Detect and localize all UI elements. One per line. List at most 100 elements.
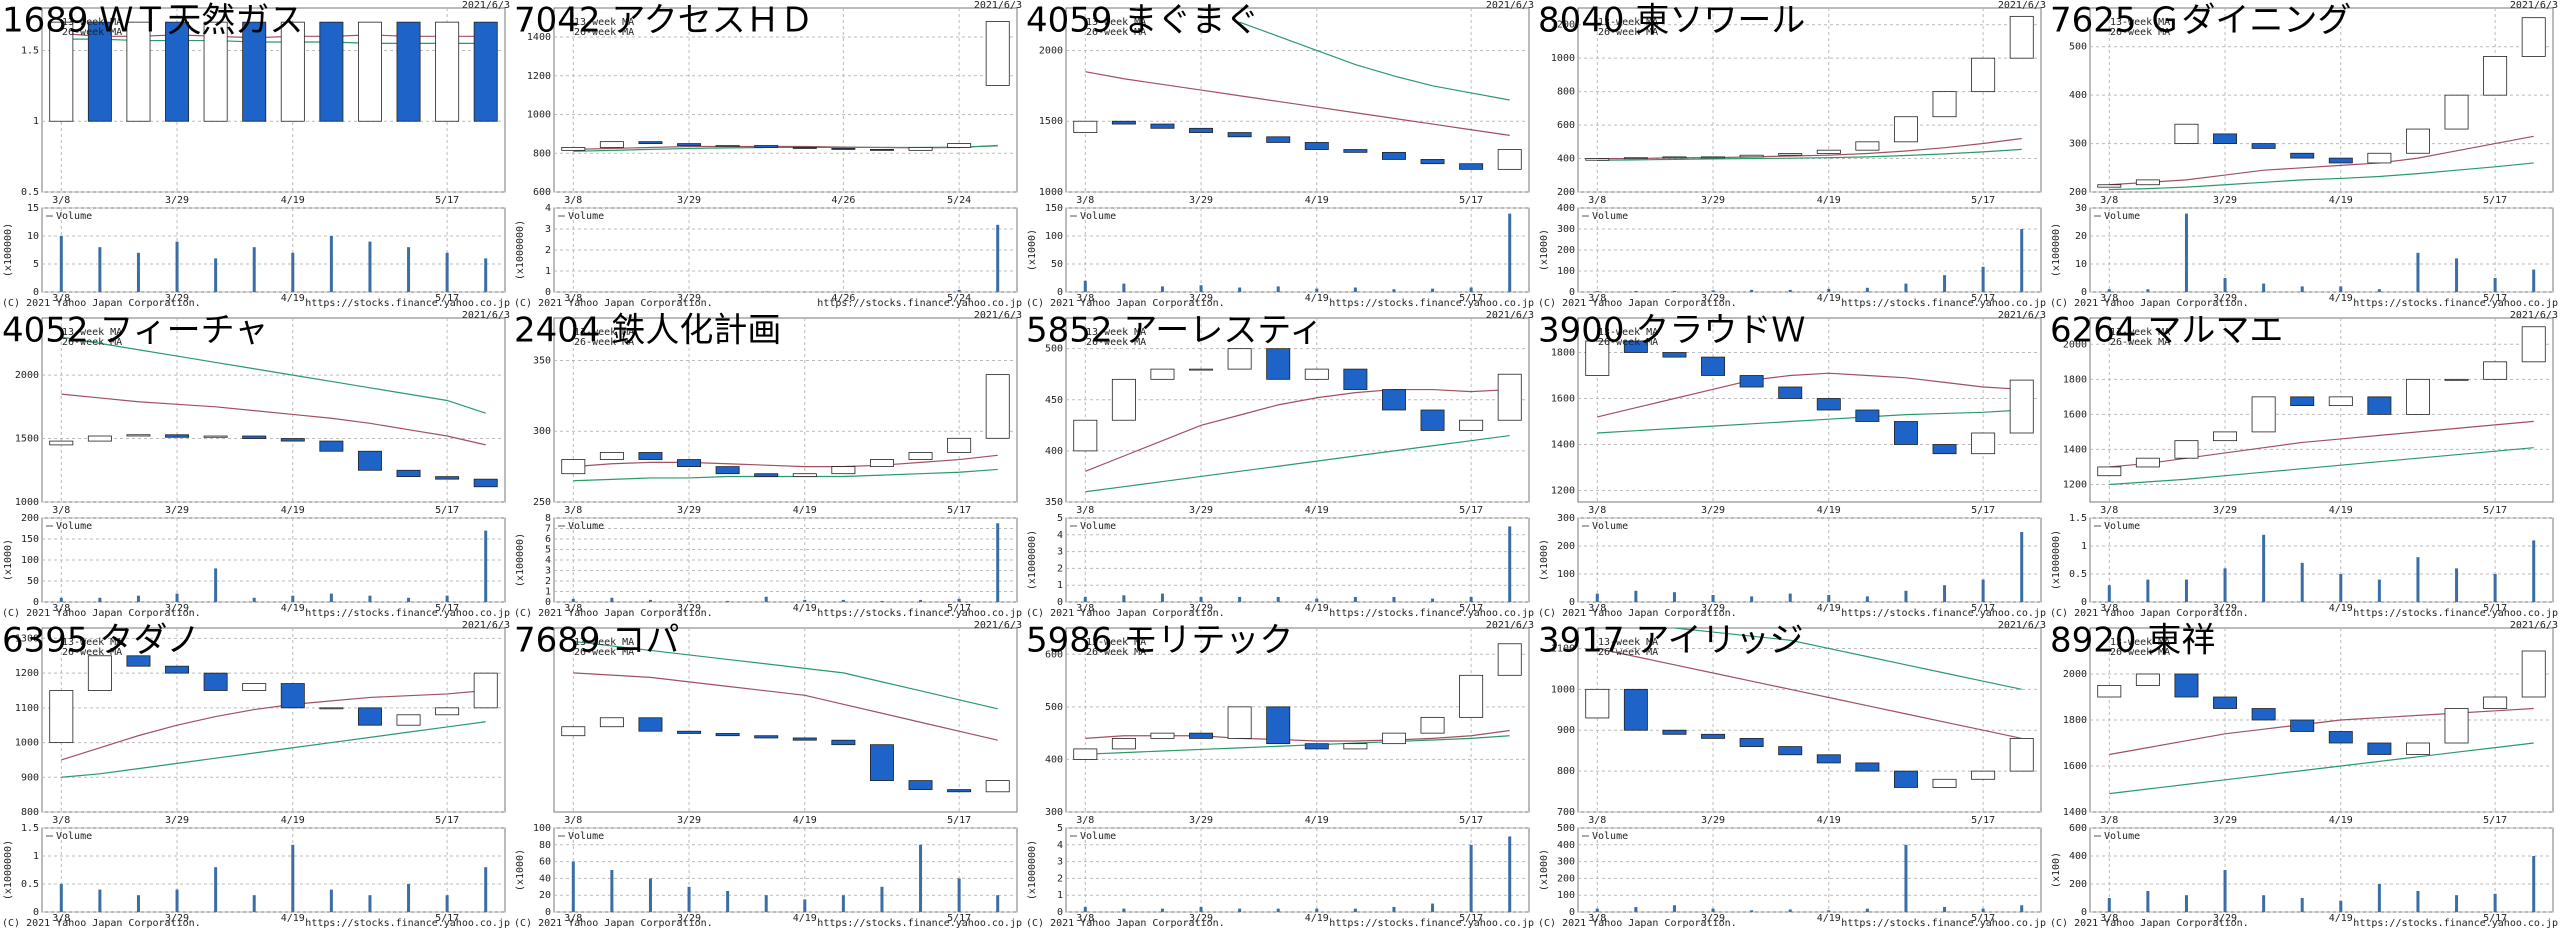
candle bbox=[473, 478, 498, 488]
x-tick-label: 5/17 bbox=[435, 505, 459, 516]
volume-bar bbox=[2107, 898, 2111, 912]
volume-bar bbox=[1199, 596, 1203, 602]
volume-tick-label: 100 bbox=[1557, 569, 1575, 580]
candle bbox=[1816, 398, 1841, 411]
volume-bar bbox=[764, 895, 768, 912]
moving-average-line bbox=[61, 393, 486, 446]
volume-tick-label: 0 bbox=[2081, 907, 2087, 918]
y-tick-label: 350 bbox=[1045, 497, 1063, 508]
volume-tick-label: 2 bbox=[545, 245, 551, 256]
volume-bar bbox=[2223, 568, 2227, 602]
volume-tick-label: 2 bbox=[1057, 873, 1063, 884]
volume-bar bbox=[1865, 596, 1869, 602]
volume-bar bbox=[2300, 898, 2304, 912]
volume-bar bbox=[407, 247, 411, 292]
y-tick-label: 250 bbox=[533, 497, 551, 508]
candle bbox=[2367, 152, 2392, 164]
volume-bar bbox=[2416, 252, 2420, 292]
y-tick-label: 2000 bbox=[2063, 669, 2087, 680]
candle bbox=[2097, 184, 2122, 188]
volume-bar bbox=[1672, 905, 1676, 912]
moving-average-line bbox=[1597, 148, 2022, 161]
candle bbox=[1497, 373, 1522, 421]
x-tick-label: 3/29 bbox=[2213, 815, 2237, 826]
volume-tick-label: 0 bbox=[33, 907, 39, 918]
volume-tick-label: 30 bbox=[2075, 203, 2087, 214]
x-tick-label: 4/19 bbox=[793, 603, 817, 614]
y-tick-label: 1400 bbox=[1551, 440, 1575, 451]
copyright: (C) 2021 Yahoo Japan Corporation. bbox=[1026, 608, 1225, 619]
copyright: (C) 2021 Yahoo Japan Corporation. bbox=[2, 918, 201, 929]
volume-bar bbox=[98, 247, 102, 292]
volume-tick-label: 1.5 bbox=[2069, 513, 2087, 524]
x-tick-label: 4/19 bbox=[793, 815, 817, 826]
x-tick-label: 3/8 bbox=[2100, 815, 2118, 826]
volume-bar bbox=[2146, 891, 2150, 912]
candle bbox=[561, 459, 586, 475]
candle bbox=[1971, 432, 1996, 455]
volume-bar bbox=[59, 236, 63, 292]
legend-entry: 26-week MA bbox=[1086, 647, 1146, 658]
volume-bar bbox=[329, 236, 333, 292]
x-tick-label: 3/29 bbox=[165, 195, 189, 206]
candle bbox=[2405, 128, 2430, 154]
x-tick-label: 3/29 bbox=[677, 913, 701, 924]
candle bbox=[319, 440, 344, 452]
legend-entry: 26-week MA bbox=[574, 647, 634, 658]
x-tick-label: 3/29 bbox=[1701, 505, 1725, 516]
volume-unit: (x100000) bbox=[3, 223, 14, 277]
volume-bar bbox=[291, 844, 295, 912]
x-tick-label: 4/19 bbox=[281, 293, 305, 304]
candle bbox=[1111, 120, 1136, 125]
volume-bar bbox=[1788, 289, 1792, 292]
candle bbox=[715, 733, 740, 737]
volume-frame bbox=[1577, 207, 2042, 293]
candle bbox=[1189, 127, 1214, 133]
candle bbox=[1497, 149, 1522, 170]
volume-bar bbox=[1634, 906, 1638, 912]
volume-frame bbox=[1065, 517, 1530, 603]
x-tick-label: 3/29 bbox=[1189, 505, 1213, 516]
y-tick-label: 1000 bbox=[15, 497, 39, 508]
x-tick-label: 3/8 bbox=[52, 913, 70, 924]
x-tick-label: 3/29 bbox=[165, 913, 189, 924]
x-tick-label: 3/29 bbox=[165, 293, 189, 304]
volume-bar bbox=[2300, 286, 2304, 292]
candle bbox=[1381, 151, 1406, 160]
volume-bar bbox=[1160, 908, 1164, 912]
legend-entry: 26-week MA bbox=[1598, 647, 1658, 658]
x-tick-label: 4/26 bbox=[831, 293, 855, 304]
volume-bar bbox=[1827, 595, 1831, 602]
chart-title: 5986 モリテック bbox=[1026, 621, 1293, 661]
y-tick-label: 450 bbox=[1045, 395, 1063, 406]
source: https://stocks.finance.yahoo.co.jp bbox=[305, 608, 510, 619]
volume-bar bbox=[1199, 285, 1203, 292]
legend-entry: 26-week MA bbox=[2110, 27, 2170, 38]
volume-bar bbox=[445, 595, 449, 602]
volume-tick-label: 600 bbox=[2069, 823, 2087, 834]
x-tick-label: 5/17 bbox=[1971, 195, 1995, 206]
x-tick-label: 5/17 bbox=[1459, 195, 1483, 206]
plot-frame bbox=[1065, 627, 1530, 813]
candle bbox=[1585, 340, 1610, 376]
volume-bar bbox=[445, 252, 449, 292]
volume-bar bbox=[329, 889, 333, 912]
volume-tick-label: 400 bbox=[1557, 840, 1575, 851]
legend-entry: 26-week MA bbox=[62, 647, 122, 658]
volume-unit: (x1000000) bbox=[1027, 840, 1038, 900]
volume-tick-label: 0 bbox=[545, 597, 551, 608]
volume-bar bbox=[1083, 596, 1087, 602]
volume-bar bbox=[2493, 893, 2497, 912]
volume-frame bbox=[2089, 517, 2554, 603]
y-tick-label: 1000 bbox=[527, 110, 551, 121]
y-tick-label: 1600 bbox=[2063, 409, 2087, 420]
volume-legend: Volume bbox=[2104, 211, 2140, 222]
plot-frame bbox=[41, 627, 506, 813]
volume-bar bbox=[1750, 910, 1754, 912]
volume-bar bbox=[1083, 280, 1087, 292]
candle bbox=[1739, 738, 1764, 747]
candle bbox=[1623, 340, 1648, 353]
volume-bar bbox=[1392, 596, 1396, 602]
x-tick-label: 3/29 bbox=[2213, 195, 2237, 206]
y-tick-label: 300 bbox=[1045, 807, 1063, 818]
